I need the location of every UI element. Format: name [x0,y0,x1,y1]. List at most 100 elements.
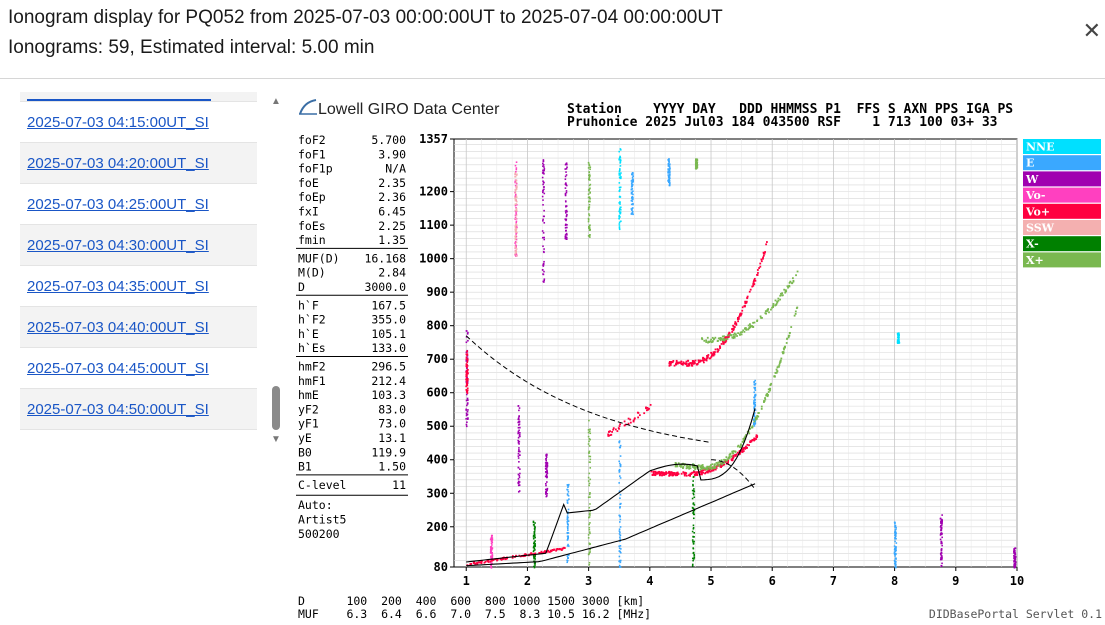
echo-dot [744,435,747,438]
list-item[interactable]: 2025-07-03 04:45:00UT_SI [20,348,257,389]
scrollbar-thumb[interactable] [272,386,280,430]
param-value: 2.84 [378,266,406,280]
close-icon[interactable]: ✕ [1082,18,1101,43]
echo-dot [620,220,622,223]
echo-dot [697,471,700,474]
echo-dot [517,440,520,443]
list-item[interactable]: 2025-07-03 04:50:00UT_SI [20,389,257,430]
echo-dot [565,205,568,207]
echo-dot [566,518,569,520]
echo-dot [631,195,634,198]
x-tick-label: 4 [646,574,653,588]
echo-dot [589,522,591,524]
echo-dot [893,552,896,555]
echo-dot [589,234,591,236]
param-value: 105.1 [371,327,406,341]
echo-dot [518,449,520,451]
ionogram-link[interactable]: 2025-07-03 04:50:00UT_SI [27,400,209,418]
echo-dot [619,455,622,457]
ionogram-link[interactable]: 2025-07-03 04:40:00UT_SI [27,318,209,336]
echo-dot [738,315,741,318]
ionogram-link[interactable]: 2025-07-03 04:15:00UT_SI [27,113,209,131]
echo-dot [588,419,590,422]
list-item[interactable]: 2025-07-03 04:35:00UT_SI [20,266,257,307]
echo-dot [619,463,622,466]
echo-dot [665,471,668,473]
echo-dot [630,208,633,210]
echo-dot [713,463,716,466]
echo-dot [515,253,518,256]
echo-dot [566,494,569,496]
echo-dot [941,562,943,565]
echo-dot [787,334,790,337]
list-item[interactable]: 2025-07-03 04:20:00UT_SI [20,143,257,184]
list-item[interactable]: 2025-07-03 04:25:00UT_SI [20,184,257,225]
echo-dot [618,470,621,472]
param-value: 3.90 [378,147,406,161]
echo-dot [466,361,469,364]
echo-dot [517,405,520,407]
ionogram-link[interactable]: 2025-07-03 04:25:00UT_SI [27,195,209,213]
echo-dot [489,538,492,541]
echo-dot [517,436,520,439]
echo-dot [532,555,535,557]
echo-dot [774,371,777,374]
param-name: foEp [298,190,326,204]
echo-dot [741,309,744,312]
echo-dot [589,224,591,226]
ionogram-link[interactable]: 2025-07-03 04:30:00UT_SI [27,236,209,254]
echo-dot [708,468,711,471]
echo-dot [753,279,755,282]
echo-dot [648,407,650,410]
echo-dot [589,492,591,494]
echo-dot [567,494,570,497]
echo-dot [743,436,746,439]
param-value: 83.0 [378,402,406,416]
echo-dot [698,471,701,473]
echo-dot [893,548,896,551]
echo-dot [697,359,700,362]
ionogram-link[interactable]: 2025-07-03 04:20:00UT_SI [27,154,209,172]
param-name: h`E [298,327,319,341]
list-item[interactable]: 2025-07-03 04:15:00UT_SI [20,102,257,143]
echo-dot [697,361,700,364]
triangle-down-icon[interactable]: ▼ [271,434,281,445]
echo-dot [731,331,734,333]
list-item[interactable]: 2025-07-03 04:40:00UT_SI [20,307,257,348]
echo-dot [693,466,695,468]
triangle-up-icon[interactable]: ▲ [271,96,281,107]
list-item[interactable]: 2025-07-03 04:30:00UT_SI [20,225,257,266]
echo-dot [467,372,469,374]
echo-dot [627,417,630,420]
echo-dot [543,278,546,280]
echo-dot [618,441,620,443]
echo-dot [589,514,591,516]
echo-dot [546,464,549,467]
ionogram-link[interactable]: 2025-07-03 04:35:00UT_SI [27,277,209,295]
echo-dot [534,560,536,563]
echo-dot [685,467,688,470]
echo-dot [565,209,568,212]
echo-dot [764,398,767,401]
echo-dot [745,328,747,331]
echo-dot [514,224,517,227]
echo-dot [466,413,469,416]
param-value: 167.5 [371,298,406,312]
echo-dot [542,189,544,192]
echo-dot [719,346,722,349]
echo-dot [689,362,692,365]
echo-dot [519,472,521,475]
echo-dot [705,341,708,343]
echo-dot [751,425,754,428]
echo-dot [542,273,545,276]
echo-dot [692,483,694,486]
ionogram-link[interactable]: 2025-07-03 04:45:00UT_SI [27,359,209,377]
echo-dot [618,228,621,231]
echo-dot [465,389,468,391]
echo-dot [713,466,716,468]
echo-dot [770,308,772,311]
echo-dot [567,543,569,546]
echo-dot [566,488,568,491]
list-scrollbar[interactable]: ▲ ▼ [270,96,282,448]
echo-dot [791,277,794,280]
